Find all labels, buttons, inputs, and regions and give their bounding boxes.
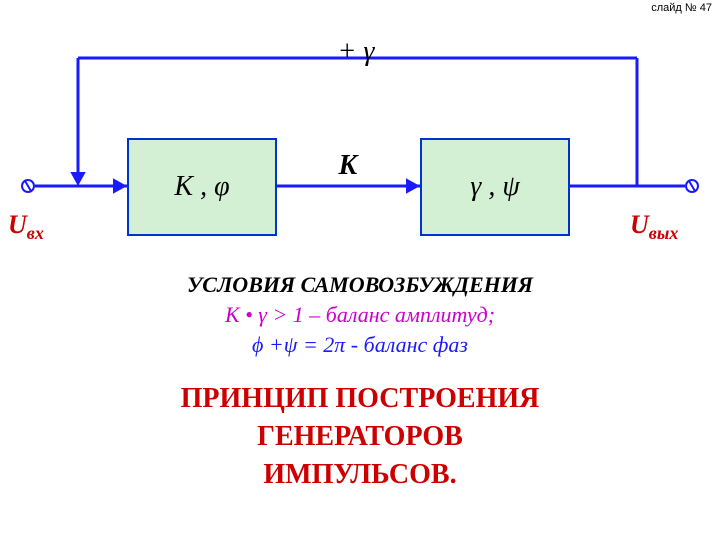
output-label-sub: вых <box>649 223 679 243</box>
amplitude-balance-condition: К • γ > 1 – баланс амплитуд; <box>0 302 720 328</box>
phase-balance-condition: ϕ +ψ = 2π - баланс фаз <box>0 332 720 358</box>
main-title-line1: ПРИНЦИП ПОСТРОЕНИЯ <box>181 383 540 414</box>
feedback-label: + γ <box>338 36 375 68</box>
block-diagram: K , φ γ , ψ + γ K Uвх Uвых <box>0 30 720 260</box>
mid-signal-label: K <box>339 150 358 182</box>
feedback-block: γ , ψ <box>420 138 570 236</box>
input-label-sub: вх <box>27 223 44 243</box>
main-title-line3: ИМПУЛЬСОВ. <box>263 459 456 490</box>
input-label-u: U <box>8 210 27 239</box>
input-label: Uвх <box>8 210 44 244</box>
feedback-block-label: γ , ψ <box>470 171 519 203</box>
conditions-title: УСЛОВИЯ САМОВОЗБУЖДЕНИЯ <box>0 272 720 298</box>
main-title-line2: ГЕНЕРАТОРОВ <box>257 421 463 452</box>
output-label-u: U <box>630 210 649 239</box>
amplifier-block-label: K , φ <box>174 171 229 203</box>
slide-number: слайд № 47 <box>651 2 712 14</box>
amplifier-block: K , φ <box>127 138 277 236</box>
main-title: ПРИНЦИП ПОСТРОЕНИЯ ГЕНЕРАТОРОВ ИМПУЛЬСОВ… <box>0 380 720 493</box>
output-label: Uвых <box>630 210 678 244</box>
